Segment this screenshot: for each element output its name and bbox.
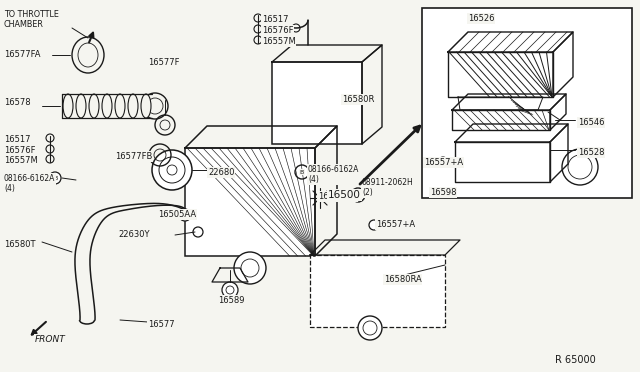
Text: 16526: 16526 — [468, 14, 495, 23]
Circle shape — [358, 316, 382, 340]
Text: 16576F: 16576F — [262, 26, 294, 35]
Text: 16557M: 16557M — [262, 37, 296, 46]
Ellipse shape — [89, 94, 99, 118]
Bar — [310, 255, 445, 327]
Circle shape — [295, 165, 309, 179]
Text: 16577F: 16577F — [148, 58, 179, 67]
Ellipse shape — [63, 94, 73, 118]
Text: 16577FA: 16577FA — [4, 50, 40, 59]
Text: 16546: 16546 — [578, 118, 605, 127]
Circle shape — [49, 172, 61, 184]
Text: 22630Y: 22630Y — [118, 230, 150, 239]
Circle shape — [179, 209, 191, 221]
Text: 16557+A: 16557+A — [424, 158, 463, 167]
Text: 16577FB: 16577FB — [115, 152, 152, 161]
Text: 16500: 16500 — [328, 190, 361, 200]
Text: 16517: 16517 — [262, 15, 289, 24]
Text: 16577: 16577 — [148, 320, 175, 329]
Circle shape — [222, 282, 238, 298]
Text: TO THROTTLE
CHAMBER: TO THROTTLE CHAMBER — [4, 10, 59, 29]
Text: 16589+A: 16589+A — [318, 192, 357, 201]
Circle shape — [234, 252, 266, 284]
Ellipse shape — [141, 94, 151, 118]
Text: 16598: 16598 — [430, 188, 456, 197]
Ellipse shape — [128, 94, 138, 118]
Text: 16589: 16589 — [218, 296, 244, 305]
Text: 16580T: 16580T — [4, 240, 35, 249]
Ellipse shape — [76, 94, 86, 118]
Text: 08166-6162A
(4): 08166-6162A (4) — [308, 165, 360, 185]
Text: B: B — [300, 170, 304, 174]
Bar — [272, 62, 362, 144]
Ellipse shape — [115, 94, 125, 118]
Bar — [185, 148, 315, 256]
Text: 16580R: 16580R — [342, 95, 374, 104]
Text: 16505AA: 16505AA — [158, 210, 196, 219]
Circle shape — [369, 220, 379, 230]
Text: 16557+A: 16557+A — [376, 220, 415, 229]
Text: FRONT: FRONT — [35, 335, 66, 344]
Text: 08911-2062H
(2): 08911-2062H (2) — [362, 178, 413, 198]
Text: 16517: 16517 — [4, 135, 31, 144]
Text: 08166-6162A
(4): 08166-6162A (4) — [4, 174, 56, 193]
Text: 16528: 16528 — [578, 148, 605, 157]
Text: R 65000: R 65000 — [555, 355, 596, 365]
Text: B: B — [53, 176, 57, 180]
Circle shape — [351, 188, 365, 202]
Bar — [422, 8, 632, 198]
Text: N: N — [356, 192, 360, 198]
Ellipse shape — [102, 94, 112, 118]
Text: 16576F: 16576F — [4, 146, 35, 155]
Text: 16580RA: 16580RA — [384, 275, 422, 284]
Text: 16578: 16578 — [4, 98, 31, 107]
Circle shape — [193, 227, 203, 237]
Text: 16557M: 16557M — [4, 156, 38, 165]
Circle shape — [152, 150, 192, 190]
Text: 22680: 22680 — [208, 168, 234, 177]
